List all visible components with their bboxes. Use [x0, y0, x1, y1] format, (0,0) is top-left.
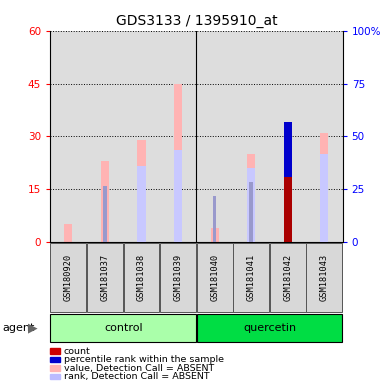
Bar [196, 31, 233, 242]
Text: GSM181041: GSM181041 [247, 254, 256, 301]
Text: GSM181039: GSM181039 [174, 254, 182, 301]
FancyBboxPatch shape [124, 243, 159, 312]
FancyBboxPatch shape [50, 314, 196, 342]
Bar [50, 31, 87, 242]
Bar [101, 161, 109, 242]
Bar [174, 151, 182, 242]
FancyBboxPatch shape [306, 243, 342, 312]
Bar [249, 182, 253, 242]
Text: percentile rank within the sample: percentile rank within the sample [64, 355, 224, 364]
Bar [233, 31, 270, 242]
Bar [211, 228, 219, 242]
FancyBboxPatch shape [50, 243, 86, 312]
Bar [137, 140, 146, 242]
Bar [160, 31, 196, 242]
Text: GSM181038: GSM181038 [137, 254, 146, 301]
Text: ▶: ▶ [28, 322, 37, 335]
FancyBboxPatch shape [233, 243, 269, 312]
Bar [270, 31, 306, 242]
FancyBboxPatch shape [270, 243, 306, 312]
Text: control: control [104, 323, 142, 333]
Bar [123, 31, 160, 242]
Bar [306, 31, 343, 242]
Text: GSM181042: GSM181042 [283, 254, 292, 301]
FancyBboxPatch shape [197, 243, 233, 312]
Bar [174, 84, 182, 242]
Text: GSM180920: GSM180920 [64, 254, 73, 301]
Bar [64, 224, 72, 242]
Text: GSM181040: GSM181040 [210, 254, 219, 301]
Bar [247, 168, 255, 242]
Bar [103, 185, 107, 242]
Title: GDS3133 / 1395910_at: GDS3133 / 1395910_at [116, 14, 277, 28]
Bar [284, 122, 292, 177]
Bar [213, 196, 216, 242]
Text: quercetin: quercetin [243, 323, 296, 333]
Bar [284, 122, 292, 242]
Text: count: count [64, 347, 90, 356]
FancyBboxPatch shape [87, 243, 123, 312]
FancyBboxPatch shape [160, 243, 196, 312]
Text: rank, Detection Call = ABSENT: rank, Detection Call = ABSENT [64, 372, 209, 381]
Text: GSM181037: GSM181037 [100, 254, 109, 301]
Bar [137, 166, 146, 242]
Text: value, Detection Call = ABSENT: value, Detection Call = ABSENT [64, 364, 214, 373]
Bar [247, 154, 255, 242]
Text: agent: agent [2, 323, 34, 333]
Bar [87, 31, 123, 242]
Bar [320, 154, 328, 242]
FancyBboxPatch shape [197, 314, 342, 342]
Bar [320, 133, 328, 242]
Text: GSM181043: GSM181043 [320, 254, 329, 301]
